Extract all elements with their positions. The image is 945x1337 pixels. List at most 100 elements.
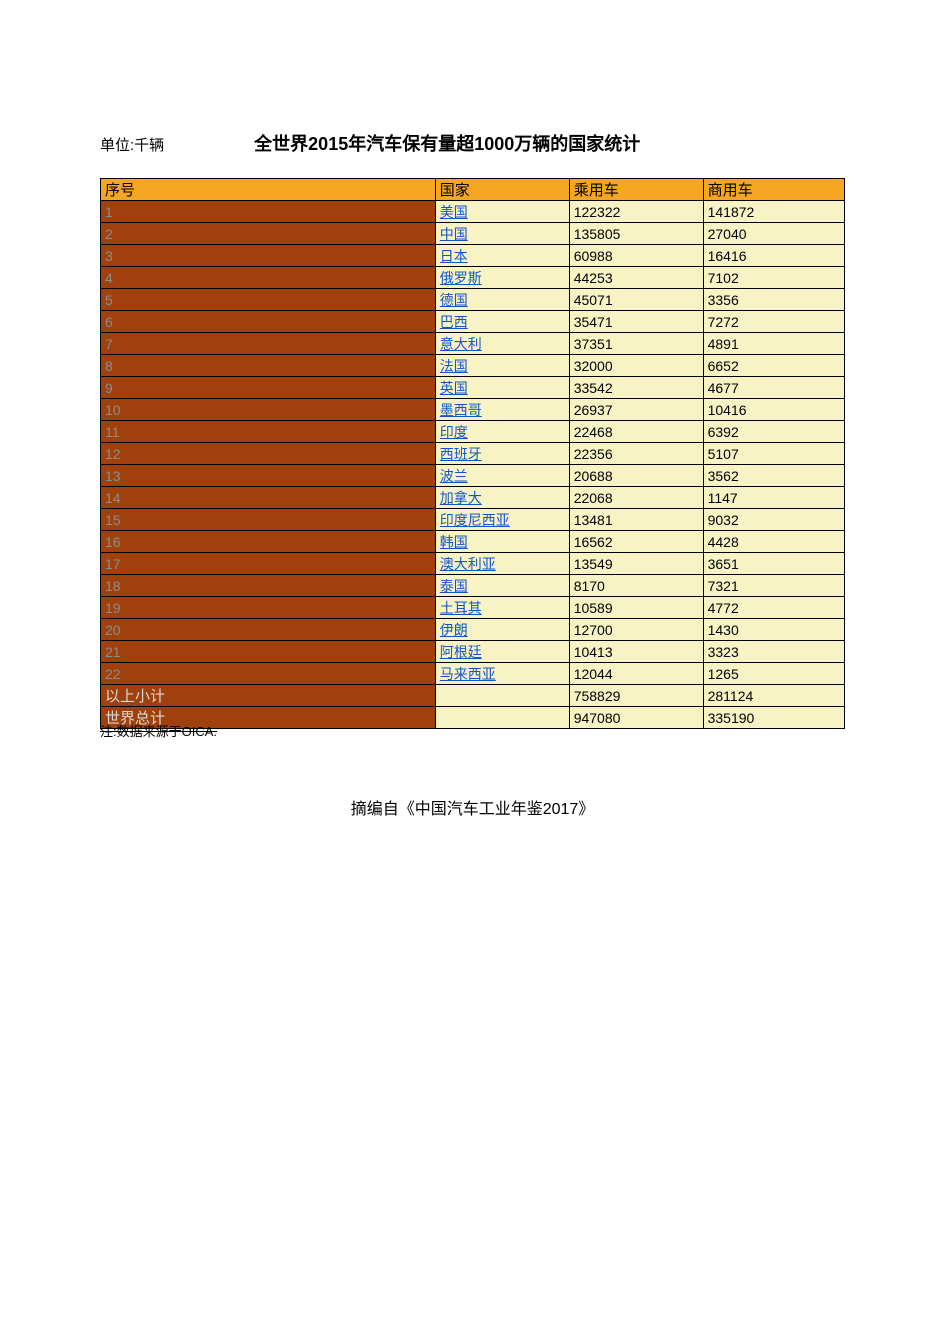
table-row: 9英国335424677	[101, 377, 845, 399]
country-cell[interactable]: 波兰	[435, 465, 569, 487]
country-cell[interactable]: 法国	[435, 355, 569, 377]
index-cell: 2	[101, 223, 436, 245]
table-row: 7意大利373514891	[101, 333, 845, 355]
passenger-cell: 8170	[569, 575, 703, 597]
passenger-cell: 32000	[569, 355, 703, 377]
index-cell: 21	[101, 641, 436, 663]
passenger-cell: 135805	[569, 223, 703, 245]
index-cell: 18	[101, 575, 436, 597]
country-cell[interactable]: 韩国	[435, 531, 569, 553]
commercial-cell: 27040	[703, 223, 844, 245]
table-row: 10墨西哥2693710416	[101, 399, 845, 421]
country-cell[interactable]: 印度	[435, 421, 569, 443]
commercial-cell: 7321	[703, 575, 844, 597]
table-row: 8法国320006652	[101, 355, 845, 377]
passenger-cell: 22468	[569, 421, 703, 443]
commercial-cell: 6652	[703, 355, 844, 377]
index-cell: 11	[101, 421, 436, 443]
table-row: 20伊朗127001430	[101, 619, 845, 641]
stats-table: 序号 国家 乘用车 商用车 1美国1223221418722中国13580527…	[100, 178, 845, 729]
country-cell[interactable]: 墨西哥	[435, 399, 569, 421]
index-cell: 4	[101, 267, 436, 289]
subtotal-passenger: 758829	[569, 685, 703, 707]
passenger-cell: 10413	[569, 641, 703, 663]
table-row: 17澳大利亚135493651	[101, 553, 845, 575]
index-cell: 9	[101, 377, 436, 399]
country-cell[interactable]: 泰国	[435, 575, 569, 597]
index-cell: 15	[101, 509, 436, 531]
index-cell: 8	[101, 355, 436, 377]
commercial-cell: 16416	[703, 245, 844, 267]
passenger-cell: 37351	[569, 333, 703, 355]
index-cell: 20	[101, 619, 436, 641]
index-cell: 16	[101, 531, 436, 553]
subtotal-blank	[435, 685, 569, 707]
col-header-country: 国家	[435, 179, 569, 201]
index-cell: 1	[101, 201, 436, 223]
country-cell[interactable]: 美国	[435, 201, 569, 223]
passenger-cell: 45071	[569, 289, 703, 311]
page-title: 全世界2015年汽车保有量超1000万辆的国家统计	[254, 130, 640, 156]
index-cell: 12	[101, 443, 436, 465]
col-header-passenger: 乘用车	[569, 179, 703, 201]
index-cell: 10	[101, 399, 436, 421]
commercial-cell: 3356	[703, 289, 844, 311]
table-row: 12西班牙223565107	[101, 443, 845, 465]
table-row: 11印度224686392	[101, 421, 845, 443]
commercial-cell: 4677	[703, 377, 844, 399]
country-cell[interactable]: 加拿大	[435, 487, 569, 509]
index-cell: 17	[101, 553, 436, 575]
col-header-commercial: 商用车	[703, 179, 844, 201]
table-row: 15印度尼西亚134819032	[101, 509, 845, 531]
subtotal-label: 以上小计	[101, 685, 436, 707]
country-cell[interactable]: 伊朗	[435, 619, 569, 641]
country-cell[interactable]: 阿根廷	[435, 641, 569, 663]
country-cell[interactable]: 西班牙	[435, 443, 569, 465]
country-cell[interactable]: 土耳其	[435, 597, 569, 619]
commercial-cell: 1430	[703, 619, 844, 641]
commercial-cell: 1147	[703, 487, 844, 509]
footnote: 注:数据来源于OICA.	[100, 724, 217, 739]
passenger-cell: 10589	[569, 597, 703, 619]
passenger-cell: 20688	[569, 465, 703, 487]
passenger-cell: 33542	[569, 377, 703, 399]
index-cell: 7	[101, 333, 436, 355]
country-cell[interactable]: 澳大利亚	[435, 553, 569, 575]
country-cell[interactable]: 中国	[435, 223, 569, 245]
country-cell[interactable]: 巴西	[435, 311, 569, 333]
table-row: 19土耳其105894772	[101, 597, 845, 619]
table-row: 4俄罗斯442537102	[101, 267, 845, 289]
passenger-cell: 22356	[569, 443, 703, 465]
country-cell[interactable]: 意大利	[435, 333, 569, 355]
passenger-cell: 13549	[569, 553, 703, 575]
passenger-cell: 12044	[569, 663, 703, 685]
index-cell: 14	[101, 487, 436, 509]
country-cell[interactable]: 日本	[435, 245, 569, 267]
country-cell[interactable]: 马来西亚	[435, 663, 569, 685]
country-cell[interactable]: 德国	[435, 289, 569, 311]
index-cell: 3	[101, 245, 436, 267]
country-cell[interactable]: 英国	[435, 377, 569, 399]
subtotal-row: 以上小计 758829281124	[101, 685, 845, 707]
commercial-cell: 10416	[703, 399, 844, 421]
table-row: 18泰国81707321	[101, 575, 845, 597]
country-cell[interactable]: 印度尼西亚	[435, 509, 569, 531]
passenger-cell: 22068	[569, 487, 703, 509]
passenger-cell: 44253	[569, 267, 703, 289]
index-cell: 5	[101, 289, 436, 311]
commercial-cell: 7272	[703, 311, 844, 333]
index-cell: 22	[101, 663, 436, 685]
passenger-cell: 12700	[569, 619, 703, 641]
country-cell[interactable]: 俄罗斯	[435, 267, 569, 289]
source-citation: 摘编自《中国汽车工业年鉴2017》	[100, 795, 845, 819]
passenger-cell: 122322	[569, 201, 703, 223]
table-row: 16韩国165624428	[101, 531, 845, 553]
index-cell: 19	[101, 597, 436, 619]
commercial-cell: 9032	[703, 509, 844, 531]
table-row: 6巴西354717272	[101, 311, 845, 333]
commercial-cell: 3323	[703, 641, 844, 663]
commercial-cell: 4772	[703, 597, 844, 619]
subtotal-commercial: 281124	[703, 685, 844, 707]
table-row: 2中国13580527040	[101, 223, 845, 245]
col-header-index: 序号	[101, 179, 436, 201]
